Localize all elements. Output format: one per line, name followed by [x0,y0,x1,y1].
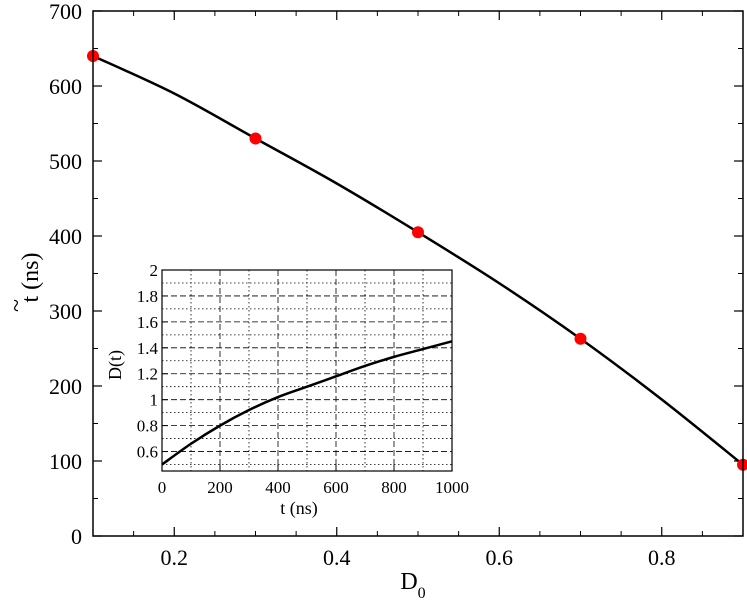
main-x-axis-label: D0 [400,569,425,602]
inset-y-tick-label: 2 [150,261,159,280]
main-plot-frame [92,10,744,537]
inset-tick-labels: 0 200 400 600 800 1000 0.6 0.8 1 1.2 1.4 1.6 1.8 2 [137,261,469,497]
main-y-tick-label: 100 [49,449,82,474]
main-data-point [574,332,587,345]
inset-x-tick-label: 200 [207,478,233,497]
main-x-tick-label: 0.2 [161,545,189,570]
inset-y-tick-label: 1 [150,391,159,410]
inset-y-tick-label: 1.6 [137,313,158,332]
main-y-axis-label-group: t (ns) ~ [4,253,44,312]
main-y-axis-label-tilde: ~ [4,299,30,312]
main-x-tick-label: 0.8 [648,545,676,570]
inset-y-axis-label: D(t) [105,350,126,380]
inset-x-tick-label: 0 [158,478,167,497]
main-y-tick-label: 0 [71,524,82,549]
main-x-axis-label-subscript: 0 [418,585,426,602]
main-y-tick-label: 600 [49,74,82,99]
main-data-point [412,226,424,239]
inset-y-tick-label: 1.4 [137,339,159,358]
main-y-tick-label: 500 [49,149,82,174]
inset-grid [162,269,452,471]
inset-curve [161,340,453,466]
inset-x-tick-label: 600 [323,478,349,497]
inset-y-tick-label: 1.8 [137,287,158,306]
inset-x-tick-label: 800 [381,478,407,497]
main-data-point [249,132,262,145]
inset-y-tick-label: 0.6 [137,443,158,462]
main-tick-labels: 0.2 0.4 0.6 0.8 0 100 200 300 400 500 600 700 [49,0,676,570]
inset-y-tick-label: 0.8 [137,417,158,436]
main-x-axis-label-base: D [400,569,417,595]
inset-plot-frame [161,269,453,472]
inset-x-tick-label: 1000 [435,478,469,497]
main-y-axis-label: t (ns) [18,253,44,303]
main-x-tick-label: 0.4 [323,545,351,570]
inset-y-tick-label: 1.2 [137,365,158,384]
main-data-point [737,458,747,471]
main-y-tick-label: 200 [49,374,82,399]
main-x-tick-label: 0.6 [486,545,514,570]
main-series [87,50,747,471]
inset-plot: 0 200 400 600 800 1000 0.6 0.8 1 1.2 1.4 1.6 1.8 2 t … [105,261,469,519]
inset-x-tick-label: 400 [265,478,291,497]
inset-x-axis-label: t (ns) [280,498,318,519]
main-y-tick-label: 300 [49,299,82,324]
main-y-tick-label: 400 [49,224,82,249]
main-y-tick-label: 700 [49,0,82,24]
inset-series [161,340,453,466]
